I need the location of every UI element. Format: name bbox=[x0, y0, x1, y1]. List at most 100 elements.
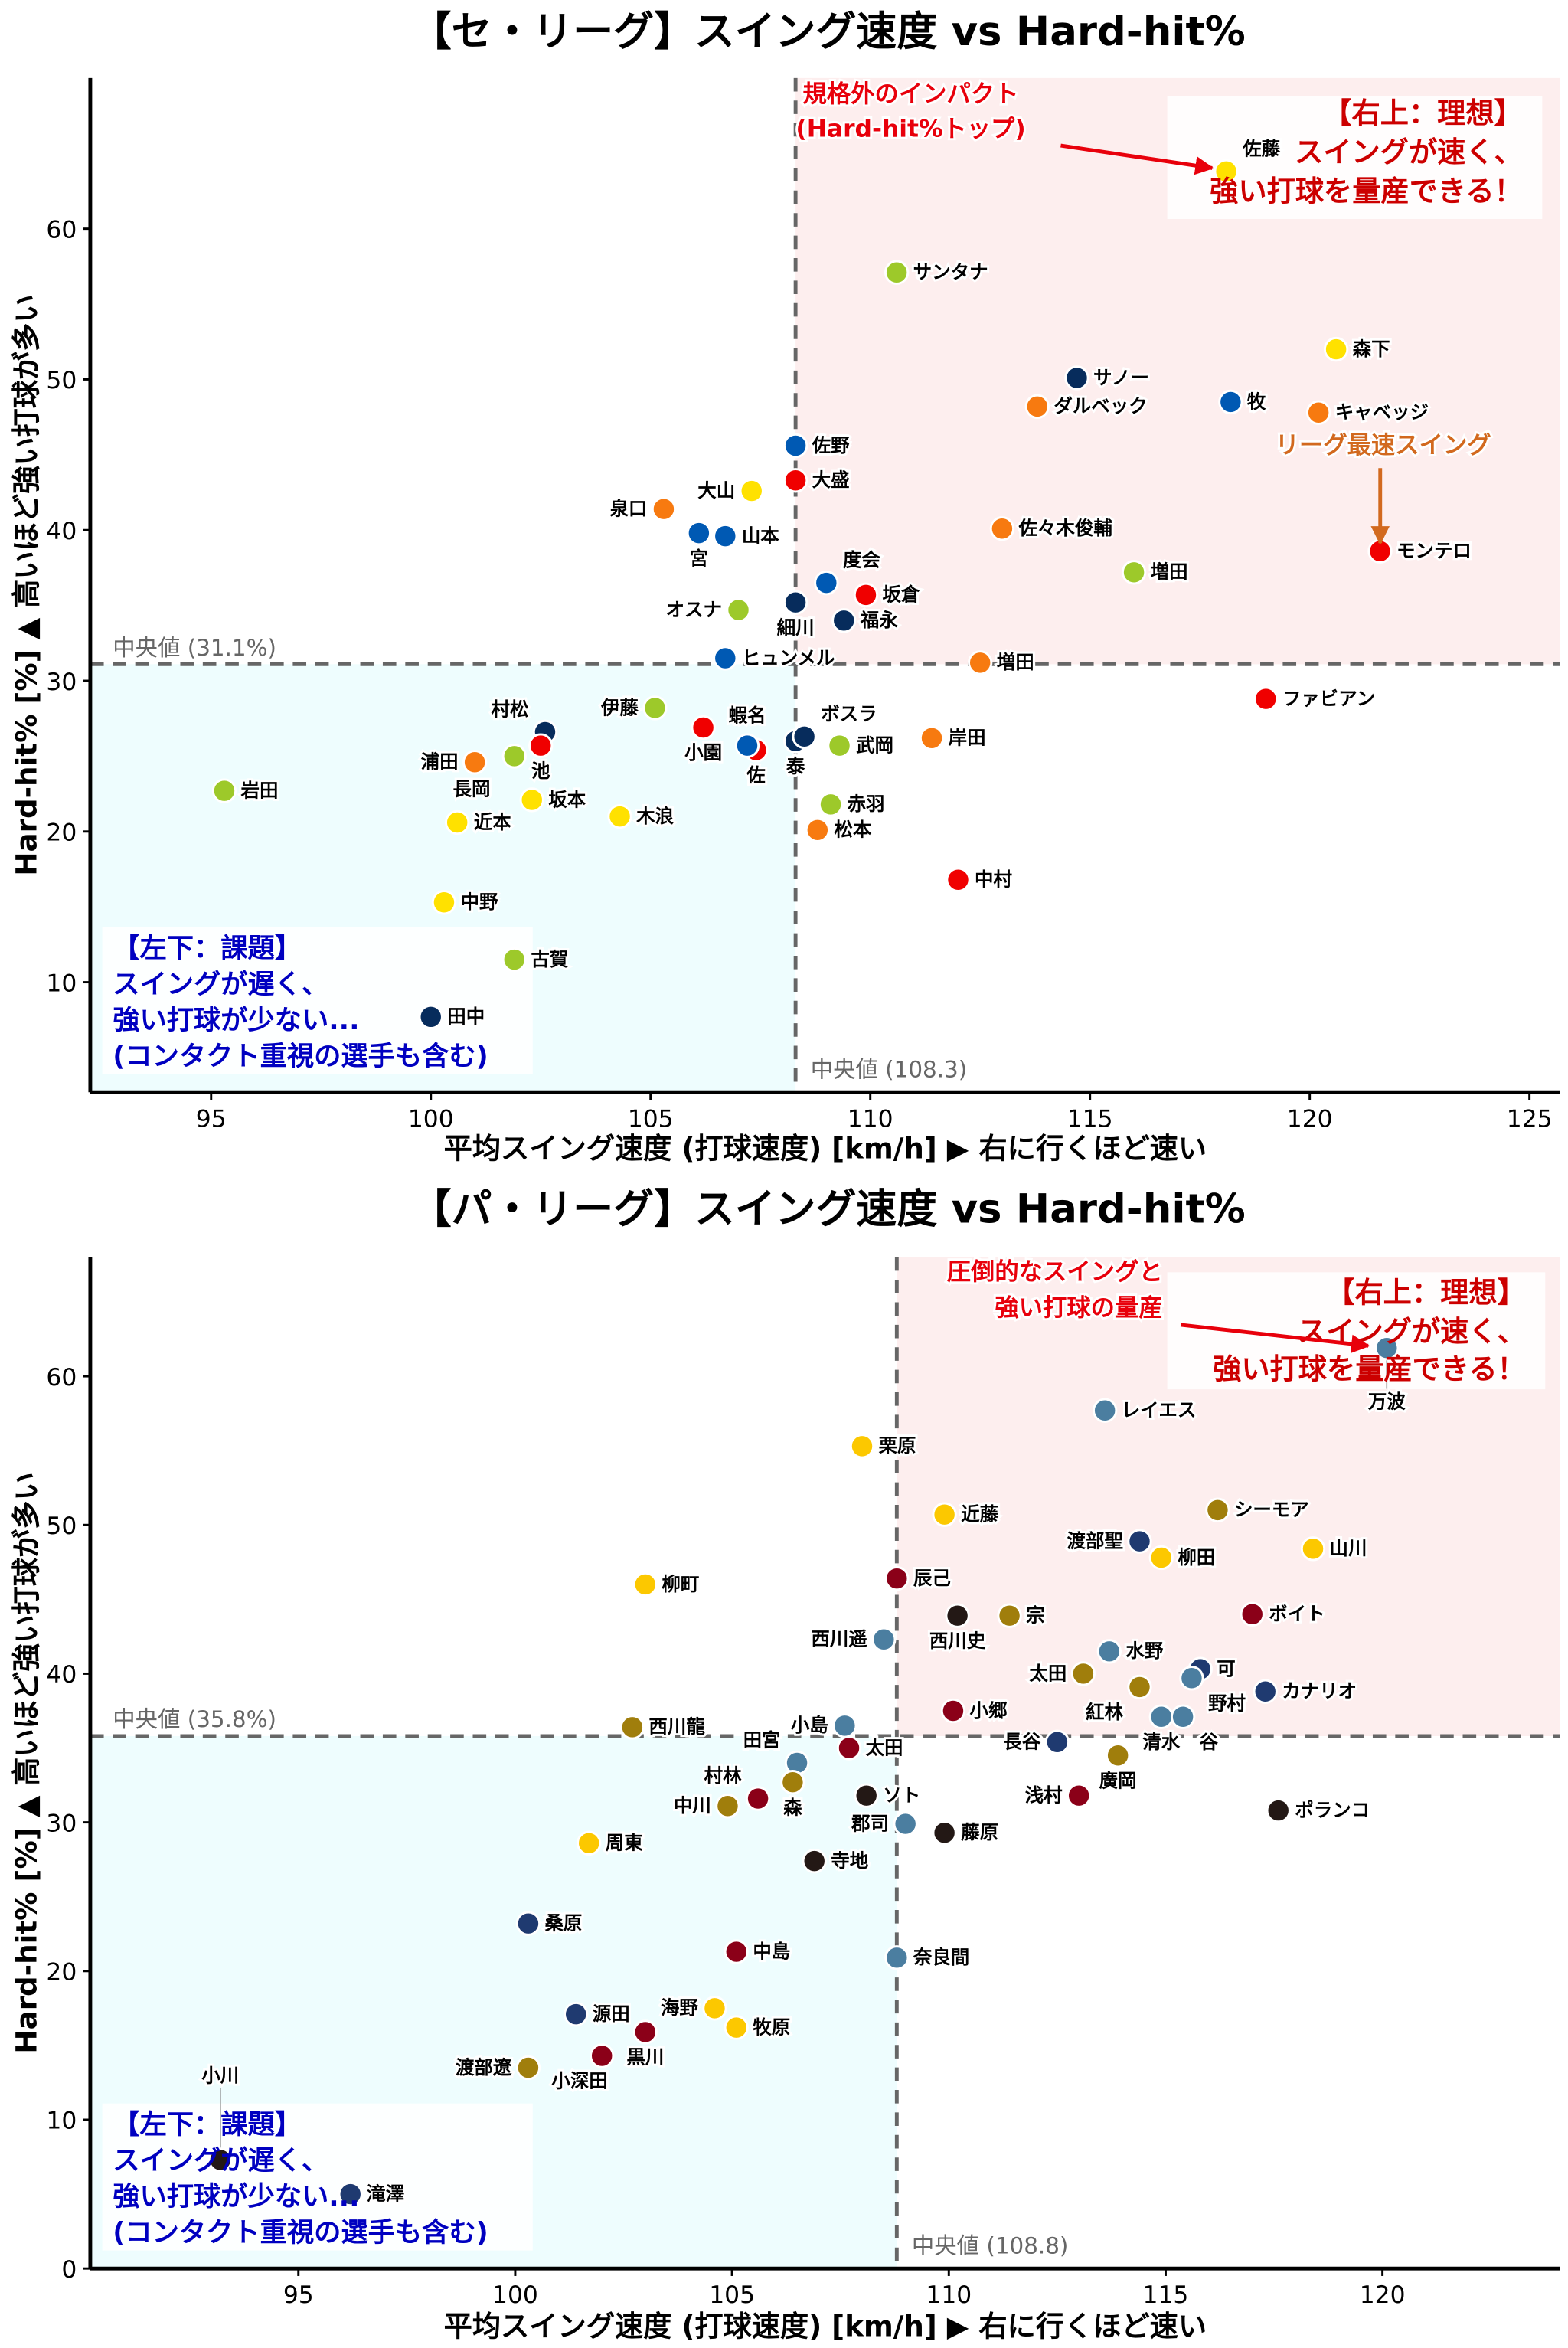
point-label: 海野 bbox=[661, 1996, 698, 2019]
point-label: 太田 bbox=[866, 1736, 903, 1758]
ideal-box bbox=[1167, 96, 1543, 220]
point-label: ボイト bbox=[1269, 1603, 1325, 1625]
chart-title: 【パ・リーグ】スイング速度 vs Hard-hit% bbox=[411, 1186, 1246, 1233]
data-point bbox=[989, 516, 1015, 541]
point-label: 小川 bbox=[201, 2065, 239, 2087]
point-label: カナリオ bbox=[1282, 1680, 1357, 1702]
data-point bbox=[1067, 1783, 1092, 1808]
data-point bbox=[702, 1996, 727, 2021]
data-point bbox=[431, 890, 457, 915]
point-label: 近本 bbox=[474, 811, 511, 833]
point-label: ダルベック bbox=[1054, 395, 1147, 417]
data-point bbox=[884, 260, 910, 285]
point-label: 池 bbox=[531, 760, 550, 782]
data-point bbox=[849, 1434, 875, 1459]
point-label: 森 bbox=[783, 1796, 802, 1818]
median-x-label: 中央値 (108.8) bbox=[912, 2233, 1068, 2259]
point-label: 増田 bbox=[1151, 561, 1188, 583]
callout-text: (Hard-hit%トップ) bbox=[795, 115, 1025, 142]
point-label: 宮 bbox=[690, 547, 708, 569]
point-label: 福永 bbox=[860, 609, 898, 631]
data-point bbox=[1044, 1729, 1070, 1754]
point-label: 森下 bbox=[1353, 338, 1390, 360]
data-point bbox=[1300, 1536, 1326, 1562]
point-label: 水野 bbox=[1125, 1640, 1163, 1662]
data-point bbox=[715, 1794, 740, 1819]
data-point bbox=[919, 725, 945, 751]
median-y-label: 中央値 (35.8%) bbox=[113, 1706, 276, 1732]
data-point bbox=[854, 1783, 879, 1808]
point-label: 清水 bbox=[1142, 1731, 1180, 1753]
callout-text: 圧倒的なスイングと bbox=[947, 1258, 1163, 1286]
callout-arrow bbox=[1180, 1323, 1370, 1354]
data-point bbox=[932, 1820, 957, 1846]
data-point bbox=[1127, 1674, 1152, 1700]
point-label: 小深田 bbox=[551, 2070, 607, 2092]
callout-text: 規格外のインパクト bbox=[803, 80, 1019, 108]
point-label: 大山 bbox=[697, 479, 735, 502]
data-point bbox=[726, 597, 751, 623]
point-label: 長谷 bbox=[1003, 1731, 1040, 1753]
point-label: 中島 bbox=[753, 1940, 790, 1962]
y-tick-label: 30 bbox=[46, 669, 77, 696]
y-tick-label: 20 bbox=[46, 819, 77, 847]
data-point bbox=[832, 1713, 858, 1738]
point-label: 坂倉 bbox=[883, 584, 920, 606]
x-tick-label: 115 bbox=[1143, 2281, 1189, 2309]
data-point bbox=[713, 523, 738, 549]
data-point bbox=[968, 650, 993, 675]
issue-box-text: スイングが遅く、 bbox=[113, 969, 328, 1000]
data-point bbox=[1024, 394, 1050, 420]
callout-arrow bbox=[1060, 143, 1214, 175]
issue-box-text: 強い打球が少ない... bbox=[113, 1005, 359, 1036]
issue-box-text: スイングが遅く、 bbox=[113, 2145, 328, 2176]
y-tick-label: 50 bbox=[46, 1512, 77, 1540]
point-label: 村林 bbox=[704, 1764, 742, 1787]
point-label: 西川史 bbox=[929, 1630, 986, 1652]
issue-box-text: 強い打球が少ない... bbox=[113, 2181, 359, 2212]
data-point bbox=[780, 1770, 805, 1795]
data-point bbox=[607, 803, 632, 829]
data-point bbox=[1253, 1679, 1278, 1704]
y-tick-label: 30 bbox=[46, 1810, 77, 1837]
y-tick-label: 10 bbox=[46, 970, 77, 997]
point-label: 中川 bbox=[674, 1794, 711, 1817]
point-label: 大盛 bbox=[812, 469, 850, 491]
x-axis-label: 平均スイング速度 (打球速度) [km/h] ▶ 右に行くほど速い bbox=[444, 2309, 1207, 2343]
y-tick-label: 40 bbox=[46, 518, 77, 545]
point-label: 野村 bbox=[1208, 1692, 1246, 1714]
point-label: 田宮 bbox=[743, 1728, 781, 1751]
data-point bbox=[577, 1830, 602, 1856]
point-label: 伊藤 bbox=[600, 696, 639, 718]
data-point bbox=[501, 947, 527, 973]
data-point bbox=[1253, 686, 1279, 711]
data-point bbox=[691, 715, 716, 741]
point-label: オスナ bbox=[666, 598, 722, 620]
point-label: ヒュンメル bbox=[742, 646, 835, 669]
point-label: 中村 bbox=[975, 868, 1012, 891]
data-point bbox=[1214, 159, 1239, 185]
data-point bbox=[946, 867, 971, 892]
data-point bbox=[1367, 538, 1393, 564]
point-label: 山川 bbox=[1330, 1537, 1367, 1559]
data-point bbox=[1323, 336, 1349, 362]
data-point bbox=[836, 1735, 862, 1761]
data-point bbox=[1070, 1661, 1096, 1686]
point-label: サノー bbox=[1093, 366, 1149, 388]
data-point bbox=[1127, 1529, 1152, 1554]
x-tick-label: 100 bbox=[492, 2281, 538, 2309]
data-point bbox=[590, 2043, 615, 2068]
data-point bbox=[632, 1571, 658, 1597]
point-label: 古賀 bbox=[531, 948, 568, 970]
point-label: 浅村 bbox=[1025, 1784, 1063, 1807]
y-axis-label: Hard-hit% [%] ▲ 高いほど強い打球が多い bbox=[9, 1472, 43, 2053]
data-point bbox=[802, 1848, 827, 1874]
point-label: 増田 bbox=[997, 651, 1034, 673]
data-point bbox=[782, 433, 808, 459]
point-label: 牧 bbox=[1247, 391, 1266, 413]
point-label: 坂本 bbox=[548, 788, 586, 810]
point-label: 桑原 bbox=[544, 1912, 582, 1934]
point-label: 郡司 bbox=[851, 1812, 889, 1834]
ideal-box-text: 【右上：理想】 bbox=[1326, 1276, 1526, 1310]
